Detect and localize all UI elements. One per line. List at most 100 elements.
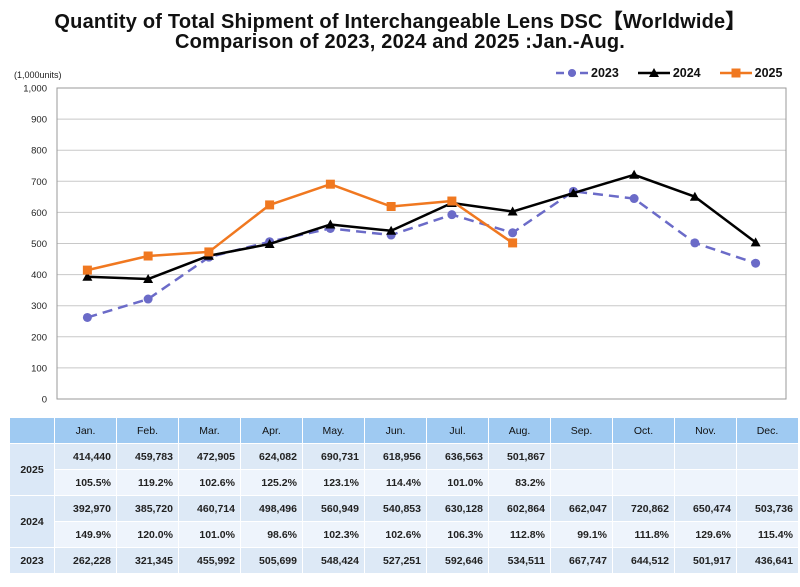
- table-cell-yoy-percent: 101.0%: [427, 470, 488, 495]
- table-cell-shipment: 662,047: [551, 496, 612, 521]
- table-cell-yoy-percent: [551, 470, 612, 495]
- table-cell-yoy-percent: 102.6%: [179, 470, 240, 495]
- table-cell-yoy-percent: 99.1%: [551, 522, 612, 547]
- data-point-2025: [325, 179, 335, 189]
- table-cell-shipment: 414,440: [55, 444, 116, 469]
- data-point-2024: [386, 225, 397, 235]
- table-cell-shipment: 690,731: [303, 444, 364, 469]
- table-row-2025-values: 2025 414,440 459,783 472,905 624,082 690,731 6…: [10, 444, 798, 495]
- table-cell-shipment: 602,864: [489, 496, 550, 521]
- table-cell-shipment: 630,128: [427, 496, 488, 521]
- data-point-2024: [82, 271, 93, 281]
- data-point-2024: [750, 237, 761, 247]
- legend-marker-2025: [719, 68, 752, 78]
- table-cell-shipment: 720,862: [613, 496, 674, 521]
- series-line-2024: [87, 173, 757, 281]
- table-cell-yoy-percent: 149.9%: [55, 522, 116, 547]
- y-axis-ticks: 0 100 200 300 400 500 600 700 800 900 1,000: [23, 84, 47, 406]
- line-chart: 0 100 200 300 400 500 600 700 800 900 1,000: [23, 84, 787, 406]
- data-point-2025: [204, 247, 214, 257]
- table-cell-yoy-percent: 101.0%: [179, 522, 240, 547]
- table-cell-shipment: 650,474: [675, 496, 736, 521]
- data-point-2025: [508, 238, 518, 248]
- table-cell-shipment: 505,699: [241, 548, 302, 573]
- data-point-2024: [264, 238, 275, 248]
- table-cell-yoy-percent: 102.3%: [303, 522, 364, 547]
- data-point-2023: [82, 312, 92, 322]
- table-cell-yoy-percent: 105.5%: [55, 470, 116, 495]
- table-cell-shipment: 436,641: [737, 548, 798, 573]
- data-table: Jan. Feb. Mar. Apr. May. Jun. Jul. Aug. Sep. Oct.…: [9, 417, 799, 574]
- y-axis-unit-label: (1,000units): [14, 70, 62, 80]
- table-cell-shipment: 534,511: [489, 548, 550, 573]
- data-point-2025: [82, 265, 92, 275]
- table-year-cell: 2024: [10, 496, 54, 547]
- table-cell-shipment: 560,949: [303, 496, 364, 521]
- table-header-month: Jan.: [55, 418, 116, 443]
- data-point-2023: [629, 194, 639, 204]
- legend-item-2024: 2024: [637, 66, 701, 80]
- data-point-2024: [325, 219, 336, 229]
- data-point-2025: [143, 251, 153, 261]
- series-2024: [82, 169, 761, 284]
- table-cell-yoy-percent: 102.6%: [365, 522, 426, 547]
- y-tick-label: 800: [31, 146, 47, 157]
- legend: 2023 2024 2025: [555, 66, 782, 80]
- chart-subtitle: Comparison of 2023, 2024 and 2025 :Jan.-…: [174, 31, 626, 53]
- data-point-2023: [447, 210, 457, 220]
- chart-title: Quantity of Total Shipment of Interchang…: [54, 11, 746, 33]
- y-tick-label: 600: [31, 208, 47, 219]
- table-cell-shipment: 618,956: [365, 444, 426, 469]
- table-header-month: Apr.: [241, 418, 302, 443]
- series-line-2023: [87, 190, 757, 319]
- table-cell-yoy-percent: 129.6%: [675, 522, 736, 547]
- table-cell-yoy-percent: 106.3%: [427, 522, 488, 547]
- table-cell-yoy-percent: 120.0%: [117, 522, 178, 547]
- data-point-2025: [265, 200, 275, 210]
- plot-area-frame: [56, 87, 787, 400]
- table-header-month: May.: [303, 418, 364, 443]
- series-group: [82, 169, 761, 322]
- table-corner-cell: [10, 418, 54, 443]
- table-header-row: Jan. Feb. Mar. Apr. May. Jun. Jul. Aug. Sep. Oct.…: [10, 418, 798, 443]
- table-header-month: Jul.: [427, 418, 488, 443]
- data-point-2024: [507, 206, 518, 216]
- data-point-2023: [508, 228, 518, 238]
- y-tick-label: 1,000: [23, 84, 47, 95]
- table-cell-shipment: 592,646: [427, 548, 488, 573]
- table-cell-shipment: 498,496: [241, 496, 302, 521]
- table-cell-yoy-percent: [613, 470, 674, 495]
- series-line-2025: [87, 182, 514, 272]
- y-tick-label: 700: [31, 177, 47, 188]
- table-cell-shipment: 455,992: [179, 548, 240, 573]
- table-header-month: Dec.: [737, 418, 798, 443]
- table-cell-shipment: 501,867: [489, 444, 550, 469]
- table-cell-shipment: [551, 444, 612, 469]
- table-cell-yoy-percent: 115.4%: [737, 522, 798, 547]
- table-cell-yoy-percent: 83.2%: [489, 470, 550, 495]
- table-cell-yoy-percent: 123.1%: [303, 470, 364, 495]
- table-header-month: Oct.: [613, 418, 674, 443]
- series-2025: [82, 179, 518, 275]
- table-cell-shipment: 540,853: [365, 496, 426, 521]
- table-cell-yoy-percent: 98.6%: [241, 522, 302, 547]
- table-cell-shipment: [613, 444, 674, 469]
- table-header-month: Feb.: [117, 418, 178, 443]
- table-row-2024-yoy: 149.9% 120.0% 101.0% 98.6% 102.3% 102.6% 106.3…: [10, 522, 798, 547]
- y-tick-label: 900: [31, 115, 47, 126]
- table-cell-yoy-percent: 111.8%: [613, 522, 674, 547]
- table-cell-shipment: [675, 444, 736, 469]
- y-tick-label: 0: [42, 395, 47, 406]
- table-cell-shipment: 636,563: [427, 444, 488, 469]
- table-cell-shipment: 385,720: [117, 496, 178, 521]
- table-cell-shipment: 501,917: [675, 548, 736, 573]
- legend-label-2023: 2023: [591, 66, 619, 80]
- data-point-2023: [143, 294, 153, 304]
- table-cell-shipment: 667,747: [551, 548, 612, 573]
- table-cell-shipment: 459,783: [117, 444, 178, 469]
- table-cell-yoy-percent: 125.2%: [241, 470, 302, 495]
- table-cell-shipment: 548,424: [303, 548, 364, 573]
- table-cell-shipment: 472,905: [179, 444, 240, 469]
- y-tick-label: 200: [31, 332, 47, 343]
- table-cell-shipment: 503,736: [737, 496, 798, 521]
